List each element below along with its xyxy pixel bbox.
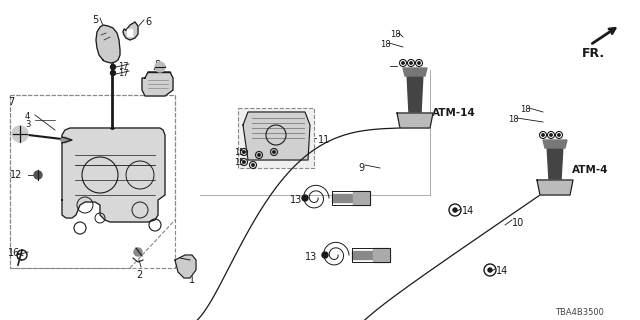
Circle shape [542,134,544,136]
Circle shape [322,252,328,258]
Text: ATM-4: ATM-4 [572,165,609,175]
Circle shape [410,62,412,64]
Circle shape [111,70,115,76]
Text: 15: 15 [234,158,244,167]
Circle shape [34,171,42,179]
Text: ATM-14: ATM-14 [432,108,476,118]
Text: 2: 2 [136,270,142,280]
Text: 15: 15 [234,148,244,157]
Circle shape [111,65,115,69]
Text: 15: 15 [249,151,259,160]
Circle shape [243,161,245,163]
Text: 5: 5 [92,15,99,25]
Polygon shape [238,108,314,168]
Text: 18: 18 [520,105,531,114]
Text: 16: 16 [8,248,20,258]
Circle shape [12,126,28,142]
Polygon shape [537,180,573,195]
Polygon shape [127,29,132,36]
Circle shape [258,154,260,156]
Text: 17: 17 [118,62,129,71]
Polygon shape [60,137,72,143]
Text: 17: 17 [118,69,129,78]
Text: 18: 18 [380,40,390,49]
Circle shape [134,248,142,256]
Circle shape [252,164,254,166]
Text: 6: 6 [145,17,151,27]
Circle shape [243,151,245,153]
Text: 18: 18 [508,115,518,124]
Polygon shape [142,72,173,96]
Polygon shape [62,128,165,222]
Text: 13: 13 [305,252,317,262]
Text: 11: 11 [318,135,330,145]
Circle shape [402,62,404,64]
Circle shape [273,151,275,153]
Polygon shape [352,251,375,259]
Polygon shape [332,194,355,202]
Text: 3: 3 [25,120,30,129]
Text: 14: 14 [462,206,474,216]
Circle shape [302,195,308,201]
Polygon shape [353,191,370,205]
Text: 15: 15 [264,148,275,157]
Polygon shape [407,73,423,113]
Text: 12: 12 [10,170,22,180]
Circle shape [155,62,165,72]
Polygon shape [397,113,433,128]
Circle shape [558,134,560,136]
Text: 18: 18 [390,30,401,39]
Polygon shape [175,255,196,278]
Polygon shape [403,68,427,76]
Circle shape [550,134,552,136]
Text: 8: 8 [154,60,160,70]
Polygon shape [547,145,563,180]
Text: 7: 7 [8,97,14,107]
Polygon shape [243,112,310,160]
Text: 14: 14 [496,266,508,276]
Polygon shape [373,248,390,262]
Text: 13: 13 [290,195,302,205]
Text: 10: 10 [512,218,524,228]
Circle shape [418,62,420,64]
Text: FR.: FR. [582,47,605,60]
Text: 4: 4 [25,112,30,121]
Text: 1: 1 [189,275,195,285]
Text: TBA4B3500: TBA4B3500 [555,308,604,317]
Text: 9: 9 [358,163,364,173]
Circle shape [488,268,492,272]
Polygon shape [96,25,120,63]
Polygon shape [543,140,567,148]
Polygon shape [123,22,138,40]
Circle shape [453,208,457,212]
